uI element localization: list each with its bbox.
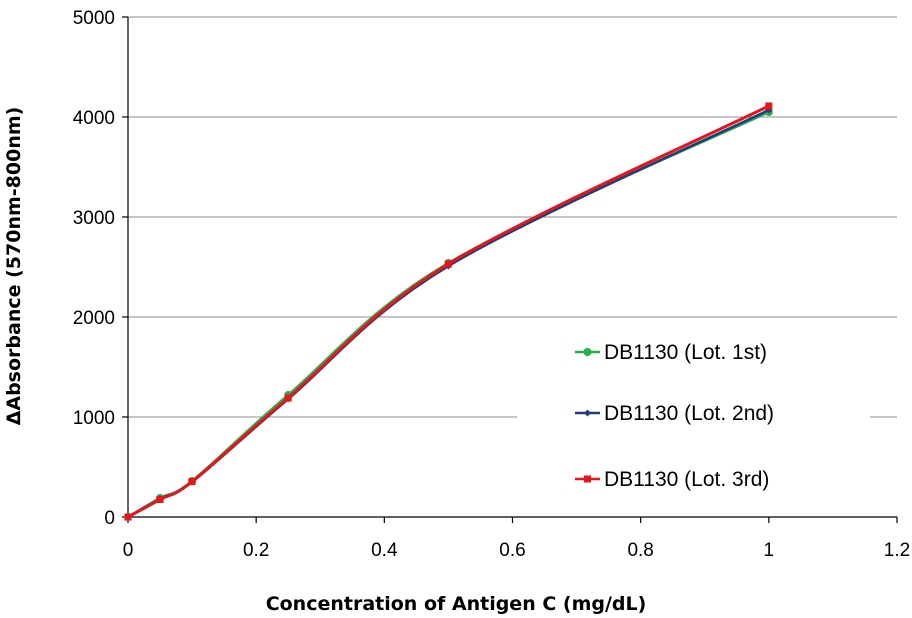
data-point xyxy=(444,260,452,268)
y-tick-label: 4000 xyxy=(73,108,115,129)
series-1 xyxy=(124,108,773,521)
x-tick-label: 1 xyxy=(764,540,775,561)
x-tick-label: 1.2 xyxy=(884,540,910,561)
legend-swatch-marker xyxy=(584,475,591,483)
legend-item-2: DB1130 (Lot. 2nd) xyxy=(575,402,774,425)
series-lines xyxy=(124,102,773,521)
x-tick-label: 0 xyxy=(123,540,134,561)
data-point xyxy=(765,102,773,110)
data-point xyxy=(124,513,132,521)
x-tick-label: 0.8 xyxy=(627,540,653,561)
tick-labels: 0 1000 2000 3000 4000 5000 0 0.2 0.4 0.6 0.8 1 1.2 xyxy=(73,8,910,561)
x-axis-title: Concentration of Antigen C (mg/dL) xyxy=(266,593,647,615)
legend-swatch-marker xyxy=(584,409,591,417)
legend-item-3: DB1130 (Lot. 3rd) xyxy=(575,468,769,491)
gridlines xyxy=(128,16,897,418)
legend-label: DB1130 (Lot. 2nd) xyxy=(604,402,774,425)
y-tick-label: 3000 xyxy=(73,208,115,229)
x-tick-label: 0.4 xyxy=(371,540,398,561)
x-tick-label: 0.2 xyxy=(243,540,269,561)
legend-label: DB1130 (Lot. 1st) xyxy=(604,341,767,364)
legend-item-1: DB1130 (Lot. 1st) xyxy=(575,341,767,364)
series-2 xyxy=(124,106,773,521)
y-tick-label: 2000 xyxy=(73,308,115,329)
data-point xyxy=(188,478,196,485)
series-line xyxy=(126,104,771,519)
data-point xyxy=(156,496,164,503)
data-point xyxy=(284,394,292,402)
y-tick-label: 1000 xyxy=(73,408,115,429)
series-3 xyxy=(124,102,773,521)
legend: DB1130 (Lot. 1st) DB1130 (Lot. 2nd) DB1130… xyxy=(575,341,774,491)
legend-swatch-marker xyxy=(583,348,592,356)
legend-label: DB1130 (Lot. 3rd) xyxy=(604,468,769,491)
x-tick-label: 0.6 xyxy=(499,540,525,561)
axes xyxy=(122,16,898,523)
y-tick-label: 5000 xyxy=(73,8,115,29)
y-tick-label: 0 xyxy=(104,508,115,529)
y-axis-title: ΔAbsorbance (570nm-800nm) xyxy=(3,107,25,426)
